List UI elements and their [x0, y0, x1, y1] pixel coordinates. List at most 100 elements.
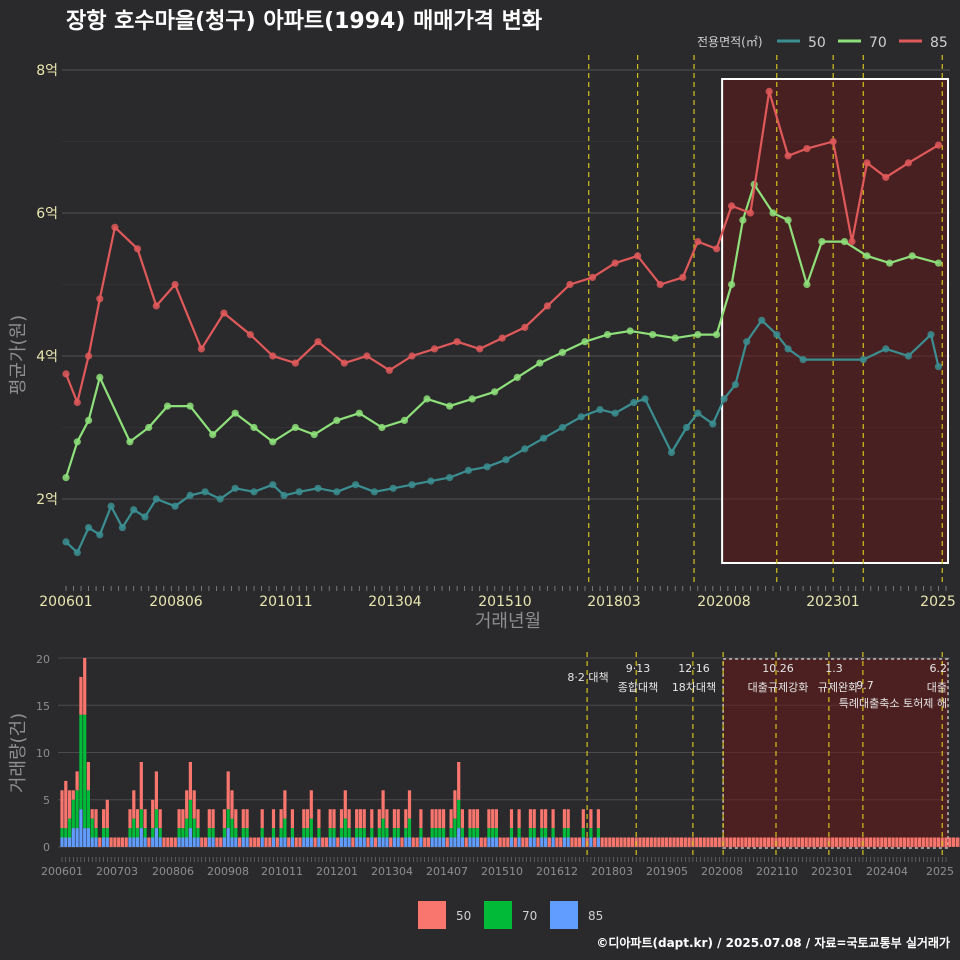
volume-bar-50 — [581, 809, 585, 829]
volume-bar-70 — [392, 828, 396, 838]
volume-bar-50 — [744, 837, 748, 847]
volume-bar-50 — [494, 809, 498, 829]
data-point-70 — [73, 438, 81, 446]
volume-bar-50 — [298, 837, 302, 847]
volume-bar-50 — [430, 809, 434, 829]
data-point-50 — [107, 502, 115, 510]
data-point-85 — [679, 273, 687, 281]
annotation-97: 9.7 — [856, 679, 874, 692]
volume-bar-85 — [260, 837, 264, 847]
data-point-50 — [118, 524, 126, 532]
volume-bar-70 — [532, 828, 536, 838]
annotation-13: 1.3 — [825, 662, 843, 675]
volume-bar-85 — [128, 837, 132, 847]
volume-bar-50 — [207, 809, 211, 829]
volume-bar-85 — [494, 837, 498, 847]
volume-bar-50 — [457, 762, 461, 800]
data-point-50 — [464, 466, 472, 474]
volume-bar-70 — [158, 828, 162, 838]
data-point-50 — [694, 409, 702, 417]
volume-bar-50 — [868, 837, 872, 847]
volume-bar-50 — [502, 837, 506, 847]
volume-bar-85 — [551, 837, 555, 847]
y-tick-6: 6억 — [36, 206, 58, 222]
volume-bar-85 — [509, 837, 514, 847]
data-point-70 — [863, 252, 871, 260]
vol-x-tick-202301: 202301 — [811, 865, 853, 878]
x-tick-202301: 202301 — [806, 594, 859, 610]
data-point-50 — [216, 495, 224, 503]
volume-bar-50 — [279, 809, 283, 829]
data-point-85 — [829, 137, 837, 146]
volume-bar-70 — [491, 828, 495, 838]
volume-bar-85 — [283, 837, 287, 847]
volume-bar-50 — [891, 837, 895, 847]
volume-bar-50 — [234, 809, 238, 829]
volume-bar-50 — [415, 837, 419, 847]
annotation-62: 6.2 — [930, 662, 948, 675]
volume-bar-85 — [75, 828, 79, 847]
data-point-50 — [231, 484, 239, 492]
volume-bar-50 — [781, 837, 786, 847]
data-point-50 — [720, 395, 728, 403]
volume-bar-70 — [60, 828, 64, 838]
volume-bar-85 — [68, 837, 72, 847]
volume-bar-70 — [86, 790, 90, 829]
volume-bar-85 — [192, 837, 196, 847]
volume-bar-50 — [498, 837, 502, 847]
data-point-85 — [62, 370, 70, 378]
x-tick-201510: 201510 — [478, 594, 531, 610]
volume-bar-50 — [804, 837, 808, 847]
volume-bar-70 — [472, 828, 476, 838]
volume-bar-85 — [271, 837, 276, 847]
volume-bar-50 — [642, 837, 646, 847]
volume-bar-70 — [139, 809, 143, 829]
volume-bar-50 — [370, 809, 374, 829]
volume-bar-70 — [94, 828, 98, 838]
volume-bar-85 — [528, 837, 532, 847]
volume-bar-50 — [751, 837, 755, 847]
data-point-50 — [859, 356, 867, 364]
volume-bar-50 — [600, 837, 604, 847]
top-highlight-box — [721, 78, 949, 564]
volume-bar-85 — [245, 837, 249, 847]
volume-bar-50 — [332, 809, 336, 829]
data-point-85 — [498, 334, 506, 342]
volume-bar-50 — [755, 837, 759, 847]
volume-bar-50 — [479, 837, 483, 847]
volume-bar-85 — [453, 837, 457, 847]
volume-bar-50 — [211, 809, 215, 829]
x-tick-200806: 200806 — [149, 594, 203, 610]
bottom-legend-swatch-70 — [484, 901, 512, 929]
volume-bar-70 — [234, 828, 238, 838]
volume-bar-50 — [831, 837, 835, 847]
volume-bar-50 — [173, 837, 177, 847]
volume-bar-50 — [468, 809, 472, 829]
vol-y-tick-0: 0 — [43, 841, 50, 854]
data-point-85 — [656, 280, 664, 289]
data-point-70 — [269, 438, 277, 446]
top-legend: 전용면적(㎡) 50 70 85 — [697, 35, 948, 51]
volume-bar-70 — [596, 828, 600, 838]
volume-bar-85 — [94, 837, 98, 847]
volume-bar-50 — [71, 790, 75, 800]
volume-bar-70 — [271, 828, 276, 838]
volume-bar-50 — [351, 837, 355, 847]
data-point-70 — [784, 216, 792, 224]
volume-bar-70 — [105, 828, 109, 838]
volume-bar-50 — [570, 837, 574, 847]
data-point-70 — [671, 334, 679, 342]
volume-bar-50 — [426, 837, 430, 847]
volume-bar-50 — [196, 809, 200, 829]
data-point-85 — [291, 359, 299, 367]
volume-bar-85 — [211, 837, 215, 847]
top-x-axis-title: 거래년월 — [475, 611, 541, 632]
volume-bar-70 — [226, 809, 230, 829]
volume-bar-50 — [442, 809, 446, 829]
volume-bar-70 — [68, 818, 72, 838]
volume-bar-50 — [128, 809, 132, 829]
volume-bar-85 — [532, 837, 536, 847]
volume-bar-85 — [442, 837, 446, 847]
volume-bar-50 — [290, 809, 294, 829]
vol-y-tick-15: 15 — [36, 700, 50, 713]
